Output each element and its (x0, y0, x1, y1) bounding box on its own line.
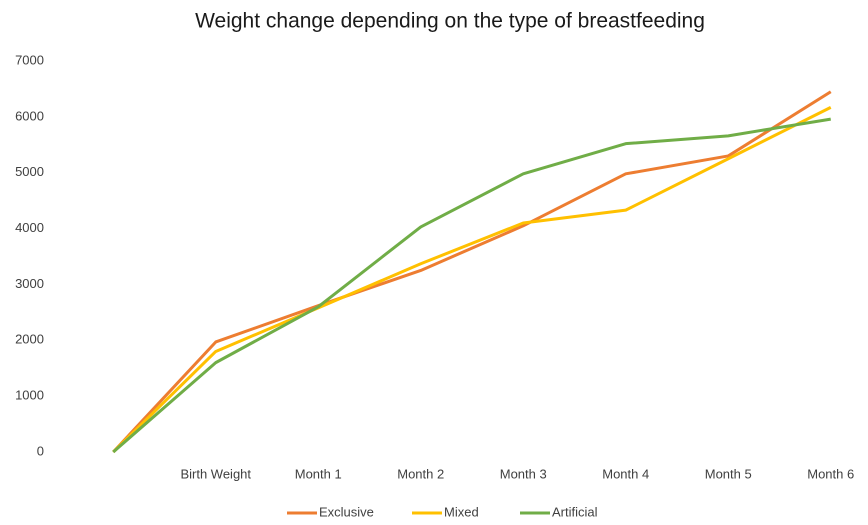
line-series (112, 117, 831, 454)
y-tick-label: 0 (37, 443, 44, 458)
y-tick-label: 5000 (15, 164, 44, 179)
legend-label: Artificial (552, 504, 598, 519)
y-tick-label: 4000 (15, 220, 44, 235)
legend-label: Exclusive (319, 504, 374, 519)
x-tick-label: Month 6 (807, 466, 854, 481)
y-tick-label: 3000 (15, 276, 44, 291)
x-tick-label: Month 2 (397, 466, 444, 481)
chart-title: Weight change depending on the type of b… (195, 10, 705, 33)
y-tick-label: 6000 (15, 108, 44, 123)
legend-label: Mixed (444, 504, 479, 519)
x-tick-label: Month 1 (295, 466, 342, 481)
y-tick-label: 1000 (15, 388, 44, 403)
y-tick-label: 7000 (15, 52, 44, 67)
x-tick-label: Month 3 (500, 466, 547, 481)
x-tick-label: Birth Weight (180, 466, 251, 481)
line-series (112, 106, 832, 454)
x-tick-label: Month 5 (705, 466, 752, 481)
y-tick-label: 2000 (15, 332, 44, 347)
line-series (112, 90, 832, 454)
x-tick-label: Month 4 (602, 466, 649, 481)
